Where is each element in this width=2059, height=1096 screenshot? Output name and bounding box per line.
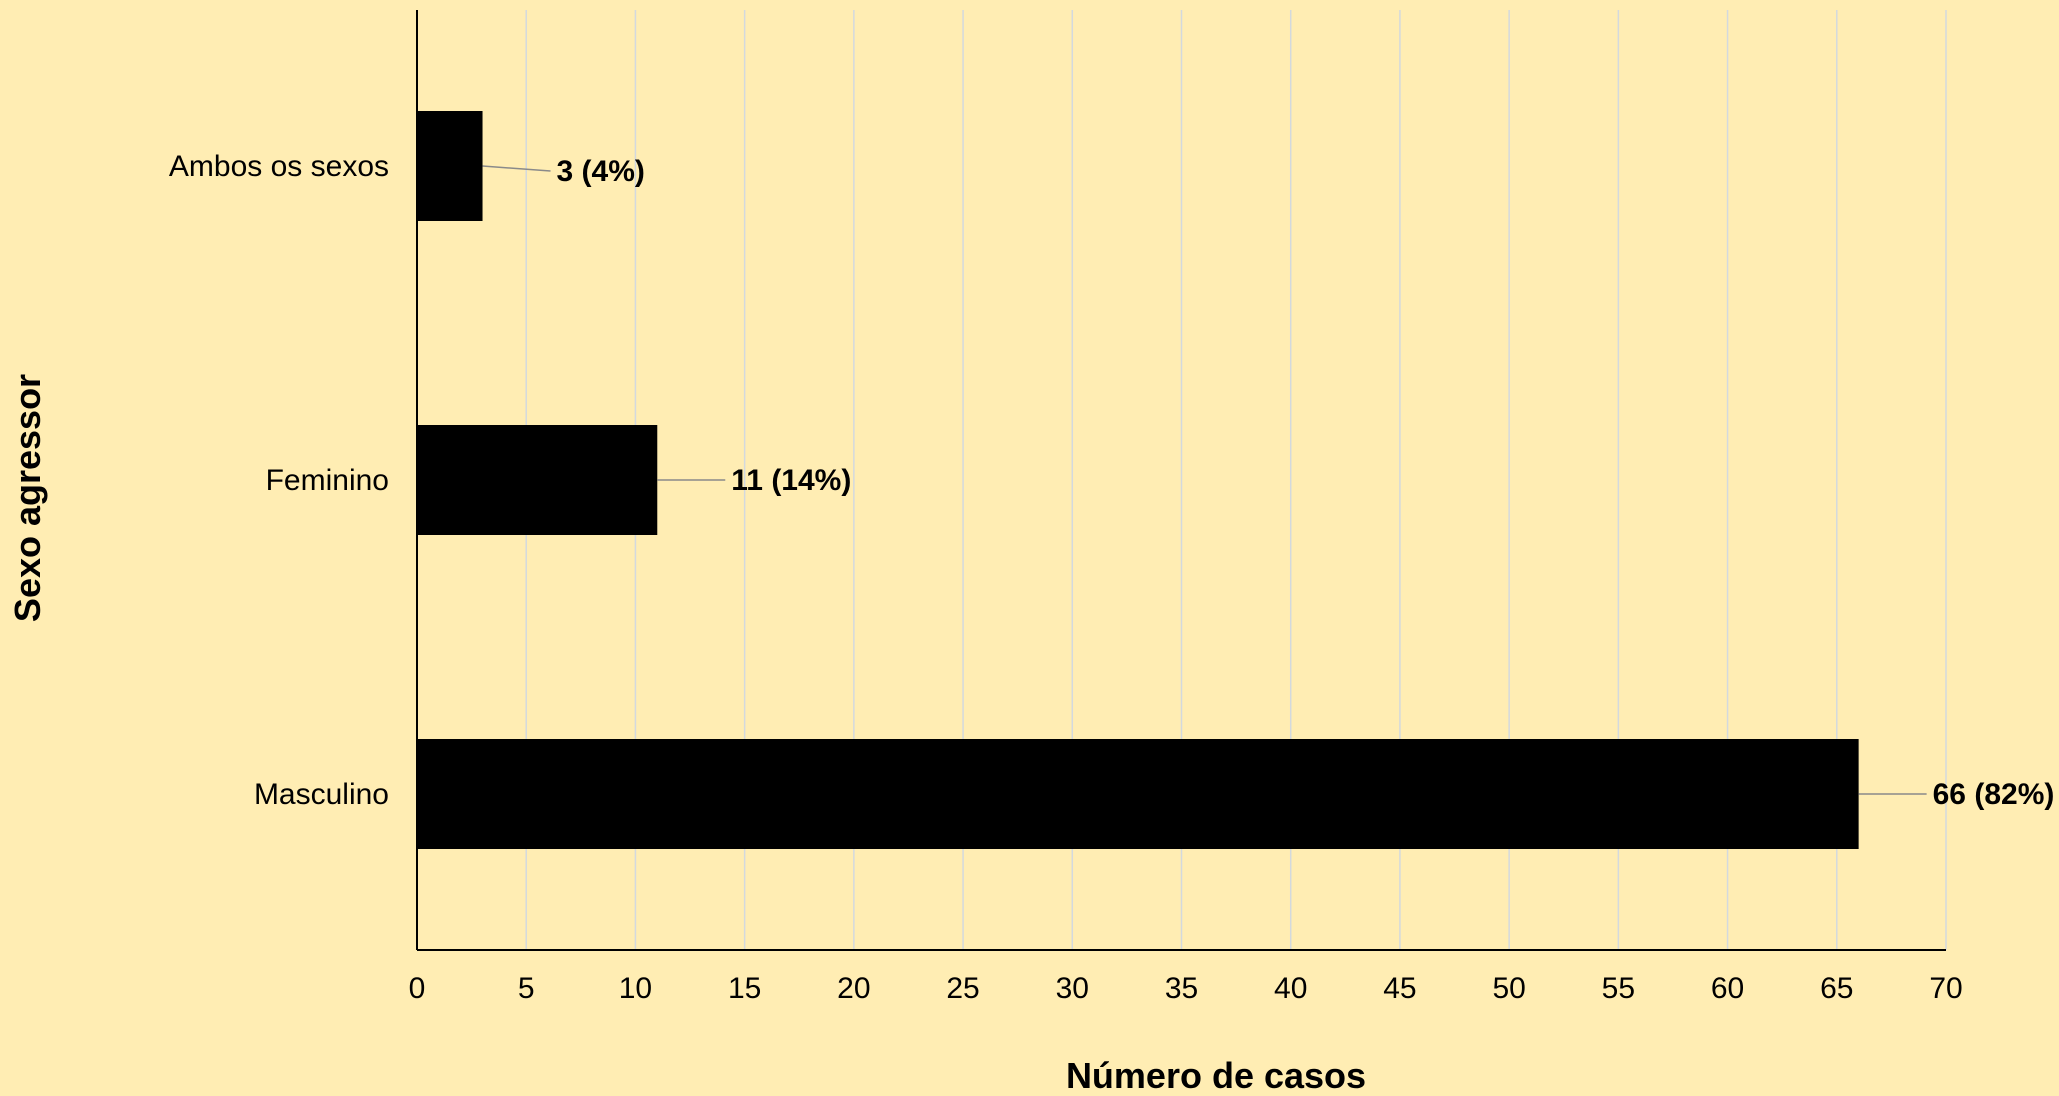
leader-line xyxy=(482,165,551,172)
x-tick-label: 30 xyxy=(1056,972,1089,1005)
x-tick-label: 55 xyxy=(1602,972,1635,1005)
x-tick-label: 70 xyxy=(1929,972,1962,1005)
x-tick-label: 10 xyxy=(619,972,652,1005)
x-tick-label: 20 xyxy=(837,972,870,1005)
bar xyxy=(417,425,658,535)
bar xyxy=(417,111,483,221)
category-label: Masculino xyxy=(254,778,389,811)
bar xyxy=(417,739,1859,849)
x-tick-label: 50 xyxy=(1492,972,1525,1005)
x-tick-label: 35 xyxy=(1165,972,1198,1005)
category-labels: Ambos os sexos Feminino Masculino xyxy=(169,150,389,811)
x-tick-labels: 0 5 10 15 20 25 30 35 40 45 50 55 60 65 70 xyxy=(409,972,1963,1005)
x-tick-label: 45 xyxy=(1383,972,1416,1005)
data-label: 3 (4%) xyxy=(557,155,645,188)
data-label: 11 (14%) xyxy=(731,464,851,497)
x-tick-label: 40 xyxy=(1274,972,1307,1005)
category-label: Ambos os sexos xyxy=(169,150,389,183)
y-axis-title: Sexo agressor xyxy=(7,374,48,622)
x-tick-label: 25 xyxy=(946,972,979,1005)
x-tick-label: 0 xyxy=(409,972,426,1005)
bars xyxy=(417,111,1859,849)
axes xyxy=(416,10,1946,951)
data-labels: 3 (4%) 11 (14%) 66 (82%) xyxy=(482,155,2055,811)
data-label: 66 (82%) xyxy=(1933,778,2055,811)
x-tick-label: 60 xyxy=(1711,972,1744,1005)
category-label: Feminino xyxy=(266,464,389,497)
x-tick-label: 5 xyxy=(518,972,535,1005)
x-tick-label: 15 xyxy=(728,972,761,1005)
x-axis-title: Número de casos xyxy=(1066,1055,1366,1096)
x-tick-label: 65 xyxy=(1820,972,1853,1005)
